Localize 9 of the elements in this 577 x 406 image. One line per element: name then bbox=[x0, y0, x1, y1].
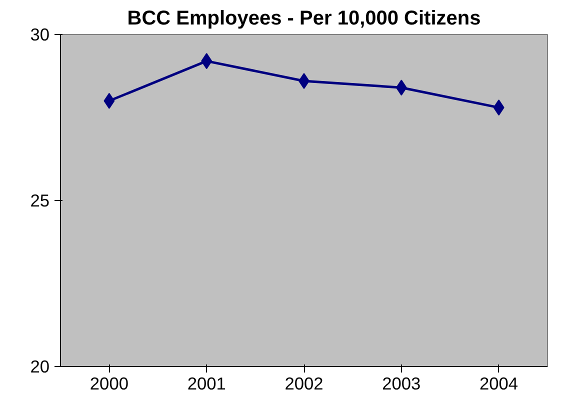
y-tick-label: 25 bbox=[30, 190, 50, 210]
x-tick-label: 2004 bbox=[480, 374, 518, 394]
y-tick-label: 30 bbox=[30, 24, 50, 44]
x-tick-label: 2003 bbox=[382, 374, 421, 394]
chart-title: BCC Employees - Per 10,000 Citizens bbox=[127, 8, 481, 30]
x-tick-label: 2001 bbox=[187, 374, 226, 394]
x-tick-label: 2000 bbox=[90, 374, 128, 394]
y-tick-label: 20 bbox=[30, 356, 50, 376]
x-tick-label: 2002 bbox=[284, 374, 324, 394]
